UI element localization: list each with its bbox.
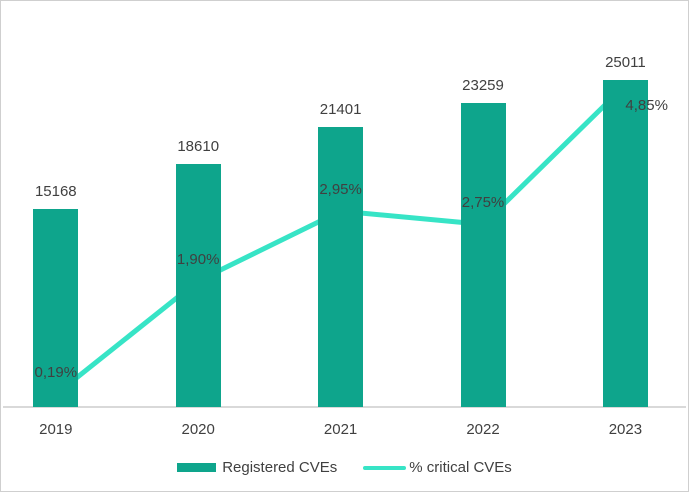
- x-tick-2023: 2023: [608, 421, 643, 438]
- bar-2023: [602, 80, 648, 407]
- pct-label-2022: 2,75%: [461, 194, 505, 212]
- legend-label-registered-cves: Registered CVEs: [222, 459, 338, 476]
- bar-value-label-2023: 25011: [605, 54, 646, 71]
- bar-2022: [460, 102, 506, 407]
- legend-label-critical-cves: % critical CVEs: [409, 459, 512, 476]
- legend: Registered CVEs % critical CVEs: [1, 459, 688, 476]
- x-tick-2021: 2021: [323, 421, 358, 438]
- legend-item-critical-cves: % critical CVEs: [363, 459, 512, 476]
- pct-label-2019: 0,19%: [34, 364, 78, 382]
- x-tick-2019: 2019: [39, 421, 73, 438]
- x-tick-2020: 2020: [181, 421, 215, 438]
- bar-value-label-2021: 21401: [319, 101, 362, 119]
- x-tick-2022: 2022: [466, 421, 500, 438]
- bar-series-swatch-icon: [177, 463, 217, 472]
- pct-label-2023: 4,85%: [625, 97, 668, 114]
- bar-value-label-2022: 23259: [462, 76, 504, 94]
- bar-2021: [318, 127, 364, 407]
- x-axis-line: [3, 406, 686, 408]
- legend-item-registered-cves: Registered CVEs: [177, 459, 337, 476]
- bar-2019: [33, 208, 79, 407]
- bar-value-label-2019: 15168: [34, 182, 77, 200]
- pct-label-2020: 1,90%: [176, 250, 220, 268]
- pct-label-2021: 2,95%: [319, 181, 362, 199]
- line-series-swatch-icon: [363, 465, 407, 470]
- bar-2020: [175, 163, 221, 407]
- bar-value-label-2020: 18610: [177, 137, 220, 155]
